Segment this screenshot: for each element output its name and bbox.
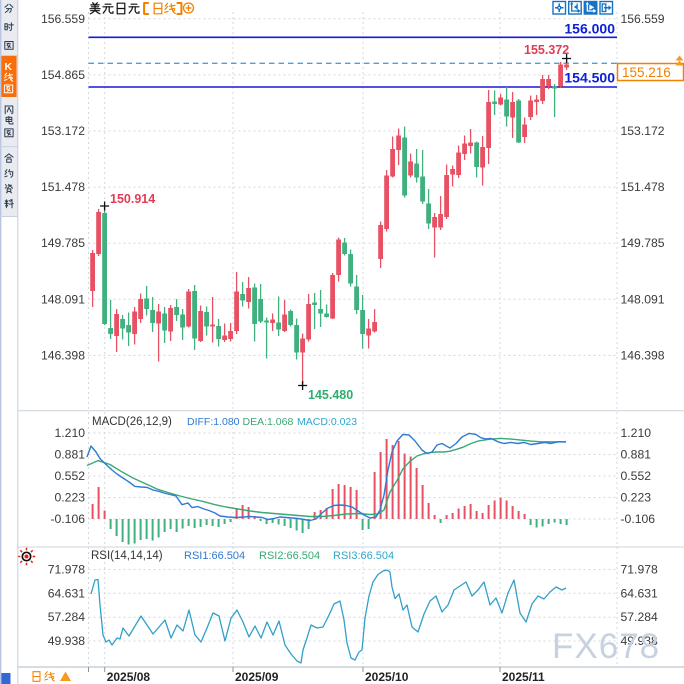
svg-text:FX678: FX678 — [552, 627, 660, 666]
svg-text:2025/09: 2025/09 — [235, 670, 279, 684]
svg-text:0.881: 0.881 — [621, 448, 652, 462]
svg-text:57.284: 57.284 — [621, 610, 658, 624]
svg-text:146.398: 146.398 — [41, 348, 85, 362]
svg-text:RSI3:66.504: RSI3:66.504 — [333, 550, 394, 562]
svg-text:64.631: 64.631 — [48, 586, 85, 600]
svg-text:154.865: 154.865 — [41, 68, 85, 82]
svg-text:RSI(14,14,14): RSI(14,14,14) — [91, 550, 163, 562]
svg-text:57.284: 57.284 — [48, 610, 85, 624]
svg-text:64.631: 64.631 — [621, 586, 658, 600]
svg-text:148.091: 148.091 — [621, 292, 665, 306]
svg-text:2025/08: 2025/08 — [107, 670, 151, 684]
svg-text:-0.106: -0.106 — [621, 512, 656, 526]
svg-text:149.785: 149.785 — [621, 236, 665, 250]
svg-text:49.938: 49.938 — [48, 634, 85, 648]
svg-text:148.091: 148.091 — [41, 292, 85, 306]
svg-text:154.500: 154.500 — [564, 70, 615, 86]
svg-text:0.881: 0.881 — [55, 448, 86, 462]
svg-text:MACD:0.023: MACD:0.023 — [297, 416, 357, 428]
svg-text:153.172: 153.172 — [621, 124, 665, 138]
svg-text:71.978: 71.978 — [48, 563, 85, 577]
svg-text:K: K — [5, 61, 13, 73]
svg-text:DIFF:1.080: DIFF:1.080 — [187, 416, 240, 428]
svg-text:2025/11: 2025/11 — [502, 670, 545, 684]
svg-text:150.914: 150.914 — [110, 192, 155, 206]
svg-text:151.478: 151.478 — [41, 180, 85, 194]
svg-text:151.478: 151.478 — [621, 180, 665, 194]
svg-text:MACD(26,12,9): MACD(26,12,9) — [92, 416, 172, 428]
svg-text:DEA:1.068: DEA:1.068 — [243, 416, 294, 428]
svg-text:156.000: 156.000 — [564, 21, 615, 37]
svg-text:RSI1:66.504: RSI1:66.504 — [184, 550, 245, 562]
svg-text:0.552: 0.552 — [621, 469, 652, 483]
svg-text:0.552: 0.552 — [55, 469, 86, 483]
svg-text:RSI2:66.504: RSI2:66.504 — [259, 550, 320, 562]
svg-text:145.480: 145.480 — [308, 388, 353, 402]
svg-text:0.223: 0.223 — [55, 491, 86, 505]
svg-text:155.216: 155.216 — [622, 65, 671, 80]
svg-text:146.398: 146.398 — [621, 348, 665, 362]
svg-text:156.559: 156.559 — [621, 12, 665, 26]
svg-text:2025/10: 2025/10 — [365, 670, 409, 684]
svg-text:-0.106: -0.106 — [50, 512, 85, 526]
svg-text:155.372: 155.372 — [524, 43, 569, 57]
svg-text:149.785: 149.785 — [41, 236, 85, 250]
svg-text:153.172: 153.172 — [41, 124, 85, 138]
svg-text:1.210: 1.210 — [621, 426, 652, 440]
svg-text:156.559: 156.559 — [41, 12, 85, 26]
svg-text:49.938: 49.938 — [621, 634, 658, 648]
svg-text:0.223: 0.223 — [621, 491, 652, 505]
svg-text:1.210: 1.210 — [55, 426, 86, 440]
svg-text:71.978: 71.978 — [621, 563, 658, 577]
